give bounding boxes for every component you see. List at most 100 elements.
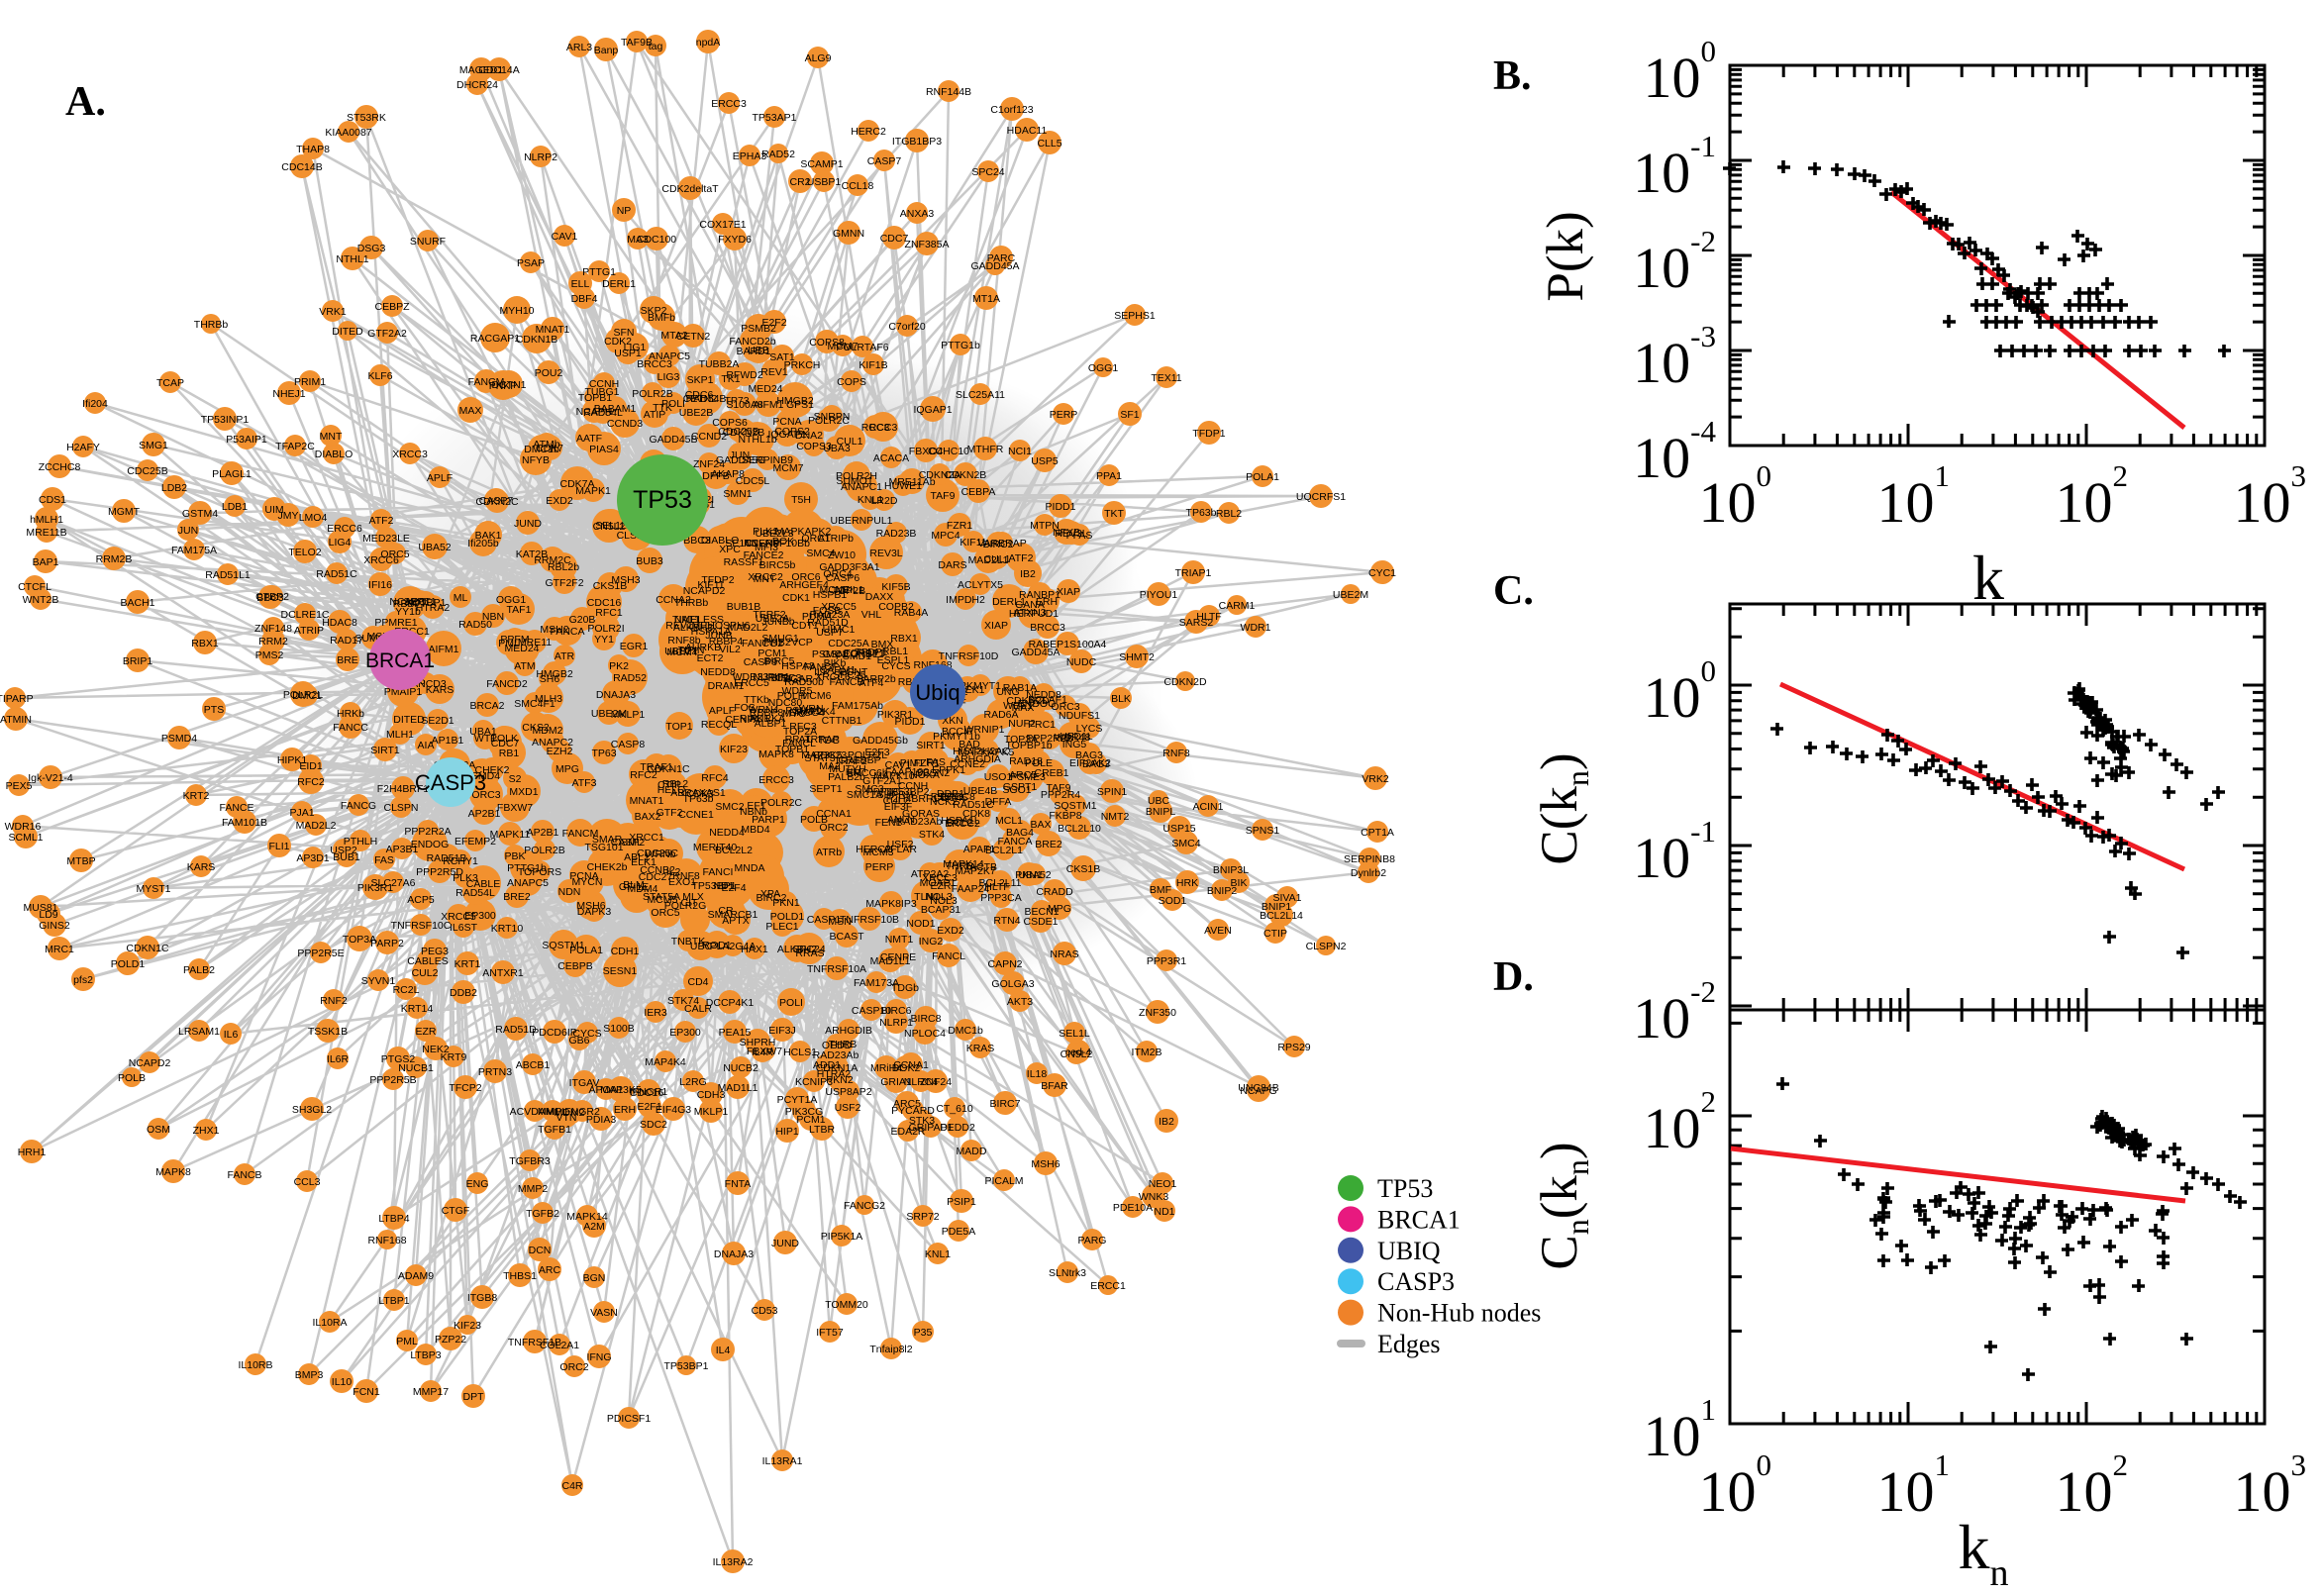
svg-text:SPC25: SPC25: [833, 669, 865, 681]
svg-text:EZH2: EZH2: [547, 746, 573, 757]
svg-text:FNTA: FNTA: [725, 1178, 752, 1190]
svg-text:UBE2M: UBE2M: [1333, 589, 1368, 601]
svg-text:RRM2B: RRM2B: [96, 553, 133, 565]
svg-text:tag: tag: [649, 41, 663, 52]
svg-text:CASP3: CASP3: [415, 770, 486, 795]
svg-text:AATF: AATF: [576, 433, 602, 445]
svg-text:MAPK11: MAPK11: [490, 829, 531, 841]
svg-text:BUB3: BUB3: [636, 555, 663, 567]
svg-text:EP300: EP300: [669, 1027, 701, 1039]
svg-text:RCC3: RCC3: [861, 422, 890, 434]
svg-text:RBL2: RBL2: [1216, 508, 1242, 520]
svg-text:MSN: MSN: [828, 916, 851, 928]
svg-text:BCL2L14: BCL2L14: [1260, 910, 1303, 922]
svg-text:CDK2deltaT: CDK2deltaT: [661, 183, 719, 195]
svg-text:NP: NP: [617, 205, 632, 217]
svg-text:RFC2: RFC2: [630, 769, 657, 781]
svg-text:ILK: ILK: [814, 666, 830, 678]
svg-text:BCL2L11: BCL2L11: [978, 877, 1021, 889]
svg-text:MAD2L2: MAD2L2: [296, 820, 337, 832]
svg-text:PEG3: PEG3: [421, 946, 449, 957]
svg-text:MNAT1: MNAT1: [630, 795, 664, 807]
svg-text:CR2: CR2: [789, 176, 810, 188]
svg-text:EIF3J: EIF3J: [768, 1025, 795, 1037]
svg-text:TFDP2: TFDP2: [701, 574, 734, 586]
svg-text:CTIP: CTIP: [1263, 928, 1287, 940]
svg-text:TP53AP1: TP53AP1: [753, 112, 797, 124]
svg-text:ZNF350: ZNF350: [1139, 1007, 1176, 1019]
svg-text:PPP2R2B: PPP2R2B: [1026, 733, 1072, 745]
svg-text:IL4: IL4: [716, 1345, 731, 1356]
svg-text:RNF2: RNF2: [320, 995, 348, 1007]
svg-text:IL13RA1: IL13RA1: [762, 1455, 803, 1467]
svg-text:POLA1: POLA1: [569, 945, 603, 956]
svg-text:MA3: MA3: [627, 234, 649, 246]
svg-text:HRH1: HRH1: [18, 1147, 47, 1158]
svg-text:IL6: IL6: [224, 1029, 239, 1041]
svg-text:PDE5A: PDE5A: [942, 1226, 975, 1238]
svg-text:CLL5: CLL5: [1037, 138, 1061, 150]
svg-text:ENG: ENG: [466, 1178, 489, 1190]
svg-text:CHEK2b: CHEK2b: [587, 861, 628, 873]
svg-text:DFFA: DFFA: [985, 796, 1012, 808]
svg-text:KARS: KARS: [426, 684, 454, 696]
svg-text:TP63b: TP63b: [1186, 507, 1217, 519]
svg-text:REV1: REV1: [760, 366, 788, 378]
svg-text:CKS2: CKS2: [522, 722, 550, 734]
svg-text:TOP1: TOP1: [665, 721, 692, 733]
svg-text:PARG: PARG: [1078, 1235, 1107, 1247]
svg-text:NUDC: NUDC: [1066, 656, 1097, 668]
svg-text:POLD1: POLD1: [111, 958, 146, 970]
svg-text:MSH6: MSH6: [576, 900, 605, 912]
svg-text:ATXN3: ATXN3: [1013, 607, 1046, 619]
svg-text:CDS1: CDS1: [39, 494, 66, 506]
svg-text:NEO1: NEO1: [1149, 1178, 1177, 1190]
svg-text:GADD45G: GADD45G: [716, 454, 765, 466]
svg-text:DCCP4K1: DCCP4K1: [706, 997, 755, 1009]
svg-text:NUCB2: NUCB2: [723, 1062, 758, 1074]
svg-text:ANXA3: ANXA3: [900, 208, 935, 220]
svg-text:MYCN: MYCN: [572, 876, 603, 888]
svg-text:UBE4B: UBE4B: [963, 785, 997, 797]
svg-text:PALB2b: PALB2b: [828, 771, 865, 783]
svg-text:MAPK14: MAPK14: [566, 1211, 608, 1223]
svg-text:SMAR: SMAR: [592, 834, 623, 846]
svg-text:MCM3: MCM3: [863, 847, 894, 858]
svg-text:TNFRSF10B: TNFRSF10B: [840, 914, 899, 926]
svg-text:UNC84B: UNC84B: [1238, 1082, 1278, 1094]
svg-text:FKBP8: FKBP8: [1049, 810, 1081, 822]
svg-text:HIPK1: HIPK1: [277, 754, 308, 766]
svg-text:CETN2: CETN2: [676, 331, 711, 343]
svg-text:ADAM9: ADAM9: [398, 1270, 434, 1282]
svg-text:TGFBR3: TGFBR3: [509, 1155, 551, 1167]
svg-text:FANCB: FANCB: [227, 1169, 261, 1181]
svg-text:WDR16: WDR16: [5, 821, 42, 833]
svg-text:ATF2: ATF2: [369, 515, 394, 527]
svg-text:EIF3F: EIF3F: [884, 801, 913, 813]
svg-text:Non-Hub nodes: Non-Hub nodes: [1377, 1299, 1541, 1328]
svg-text:SMC4: SMC4: [1171, 838, 1200, 849]
svg-text:ERH: ERH: [1036, 596, 1058, 608]
svg-text:CDKN1B: CDKN1B: [516, 334, 558, 346]
svg-text:TAF9: TAF9: [1047, 782, 1071, 794]
svg-text:POLR2I: POLR2I: [587, 623, 624, 635]
svg-text:KIF23: KIF23: [454, 1320, 481, 1332]
svg-text:PPFM: PPFM: [500, 634, 529, 646]
svg-text:BIRC5b: BIRC5b: [759, 559, 796, 571]
svg-text:SKP1: SKP1: [687, 374, 714, 386]
svg-text:NOD1: NOD1: [906, 918, 935, 930]
svg-text:HIP1: HIP1: [775, 1126, 799, 1138]
svg-text:RBX1: RBX1: [890, 633, 918, 645]
svg-text:MDM2: MDM2: [555, 1107, 585, 1119]
svg-text:CYC1: CYC1: [1368, 567, 1396, 579]
svg-text:MTBP: MTBP: [66, 855, 95, 867]
svg-text:ACLYTX5: ACLYTX5: [958, 579, 1003, 591]
svg-text:USO1: USO1: [984, 771, 1013, 783]
svg-text:BMP3: BMP3: [295, 1369, 324, 1381]
svg-text:EFEMP2: EFEMP2: [454, 836, 496, 848]
svg-text:BAG4: BAG4: [1006, 827, 1034, 839]
svg-text:KIF1B: KIF1B: [858, 359, 887, 371]
svg-text:USP15: USP15: [1162, 823, 1195, 835]
svg-text:ACVDAM1: ACVDAM1: [510, 1106, 560, 1118]
svg-text:AP2B1: AP2B1: [527, 827, 559, 839]
